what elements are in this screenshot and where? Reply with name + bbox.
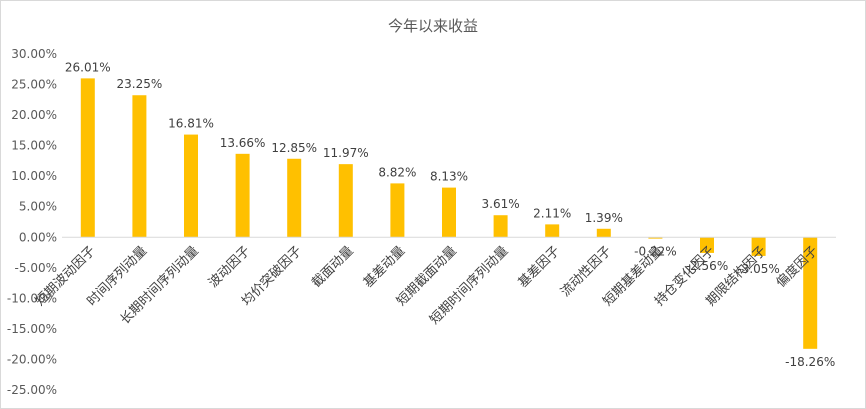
y-tick-label: -5.00%	[15, 261, 57, 275]
data-label: 3.61%	[482, 197, 520, 211]
x-tick-label: 基差因子	[516, 243, 563, 290]
bar	[803, 237, 818, 349]
y-tick-label: 5.00%	[19, 200, 57, 214]
data-label: 8.82%	[378, 165, 416, 179]
data-label: -18.26%	[785, 355, 835, 369]
bar	[390, 183, 405, 238]
data-label: -2.56%	[686, 259, 728, 273]
bar	[442, 187, 456, 238]
data-label: 23.25%	[117, 77, 163, 91]
y-tick-label: -25.00%	[7, 383, 57, 397]
data-label: 16.81%	[168, 117, 214, 131]
y-tick-label: 0.00%	[19, 230, 57, 244]
bar	[132, 95, 147, 238]
bar	[80, 78, 95, 238]
bar	[596, 228, 611, 238]
y-tick-label: 15.00%	[11, 139, 57, 153]
bar	[700, 237, 714, 253]
bar	[493, 215, 508, 238]
y-tick-label: -20.00%	[7, 352, 57, 366]
data-label: 12.85%	[271, 141, 317, 155]
data-label: 13.66%	[220, 136, 266, 150]
data-label: 26.01%	[65, 60, 111, 74]
bar	[184, 134, 198, 238]
bar	[235, 153, 250, 238]
y-tick-label: 25.00%	[11, 78, 57, 92]
data-label: -0.22%	[634, 245, 676, 259]
y-tick-label: -10.00%	[7, 291, 57, 305]
y-tick-label: 20.00%	[11, 108, 57, 122]
bar	[338, 164, 353, 238]
data-label: 2.11%	[533, 206, 571, 220]
data-label: -3.05%	[737, 262, 779, 276]
bar	[648, 237, 663, 239]
y-tick-label: 30.00%	[11, 47, 57, 61]
data-label: 11.97%	[323, 146, 369, 160]
x-tick-label: 基差动量	[361, 243, 408, 290]
bar	[545, 224, 560, 238]
bar	[751, 237, 766, 256]
x-tick-label: 波动因子	[206, 243, 253, 290]
y-tick-label: 10.00%	[11, 169, 57, 183]
data-label: 8.13%	[430, 170, 468, 184]
y-tick-label: -15.00%	[7, 322, 57, 336]
chart-title: 今年以来收益	[387, 17, 478, 35]
data-label: 1.39%	[585, 211, 623, 225]
bar	[287, 158, 302, 238]
x-tick-label: 截面动量	[309, 243, 356, 290]
